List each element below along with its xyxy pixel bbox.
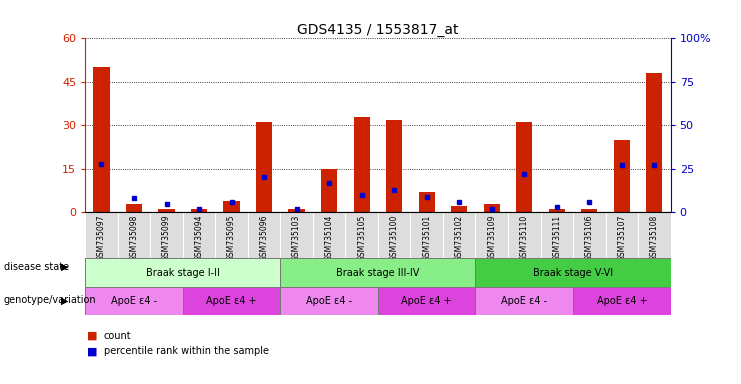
- Text: ApoE ε4 +: ApoE ε4 +: [206, 296, 257, 306]
- Bar: [646, 73, 662, 212]
- Text: genotype/variation: genotype/variation: [4, 295, 96, 305]
- Text: ■: ■: [87, 346, 98, 356]
- Bar: [321, 169, 337, 212]
- Text: Braak stage III-IV: Braak stage III-IV: [336, 268, 419, 278]
- Text: ApoE ε4 -: ApoE ε4 -: [111, 296, 157, 306]
- Bar: [280, 286, 378, 315]
- Bar: [476, 286, 573, 315]
- Text: GSM735109: GSM735109: [488, 215, 496, 261]
- Bar: [581, 209, 597, 212]
- Bar: [85, 286, 183, 315]
- Bar: [224, 200, 239, 212]
- Bar: [573, 286, 671, 315]
- Bar: [191, 209, 207, 212]
- Bar: [256, 122, 272, 212]
- Text: Braak stage V-VI: Braak stage V-VI: [533, 268, 613, 278]
- Text: GSM735103: GSM735103: [292, 215, 301, 261]
- Text: GSM735105: GSM735105: [357, 215, 366, 261]
- Text: ApoE ε4 +: ApoE ε4 +: [597, 296, 647, 306]
- Text: GSM735106: GSM735106: [585, 215, 594, 261]
- Text: ▶: ▶: [62, 295, 69, 305]
- Text: GSM735108: GSM735108: [650, 215, 659, 261]
- Text: GSM735100: GSM735100: [390, 215, 399, 261]
- Bar: [85, 258, 280, 286]
- Text: ApoE ε4 +: ApoE ε4 +: [402, 296, 452, 306]
- Bar: [288, 209, 305, 212]
- Bar: [93, 67, 110, 212]
- Text: ▶: ▶: [62, 262, 69, 272]
- Bar: [353, 117, 370, 212]
- Text: GSM735101: GSM735101: [422, 215, 431, 261]
- Bar: [280, 258, 476, 286]
- Text: GSM735098: GSM735098: [130, 215, 139, 261]
- Bar: [484, 204, 500, 212]
- Text: GSM735099: GSM735099: [162, 215, 171, 261]
- Text: GSM735094: GSM735094: [195, 215, 204, 261]
- Bar: [183, 286, 280, 315]
- Text: GSM735097: GSM735097: [97, 215, 106, 261]
- Bar: [378, 286, 476, 315]
- Text: Braak stage I-II: Braak stage I-II: [146, 268, 220, 278]
- Bar: [419, 192, 435, 212]
- Text: count: count: [104, 331, 131, 341]
- Text: GSM735111: GSM735111: [552, 215, 561, 261]
- Text: GSM735107: GSM735107: [617, 215, 626, 261]
- Text: GSM735095: GSM735095: [227, 215, 236, 261]
- Text: ApoE ε4 -: ApoE ε4 -: [306, 296, 352, 306]
- Bar: [548, 209, 565, 212]
- Text: GSM735102: GSM735102: [455, 215, 464, 261]
- Text: disease state: disease state: [4, 262, 69, 272]
- Bar: [516, 122, 532, 212]
- Bar: [386, 119, 402, 212]
- Text: GSM735110: GSM735110: [519, 215, 529, 261]
- Bar: [126, 204, 142, 212]
- Text: percentile rank within the sample: percentile rank within the sample: [104, 346, 269, 356]
- Text: ■: ■: [87, 331, 98, 341]
- Bar: [614, 140, 630, 212]
- Text: GSM735096: GSM735096: [259, 215, 268, 261]
- Bar: [451, 207, 468, 212]
- Bar: [476, 258, 671, 286]
- Text: GSM735104: GSM735104: [325, 215, 333, 261]
- Bar: [159, 209, 175, 212]
- Title: GDS4135 / 1553817_at: GDS4135 / 1553817_at: [297, 23, 459, 37]
- Text: ApoE ε4 -: ApoE ε4 -: [501, 296, 548, 306]
